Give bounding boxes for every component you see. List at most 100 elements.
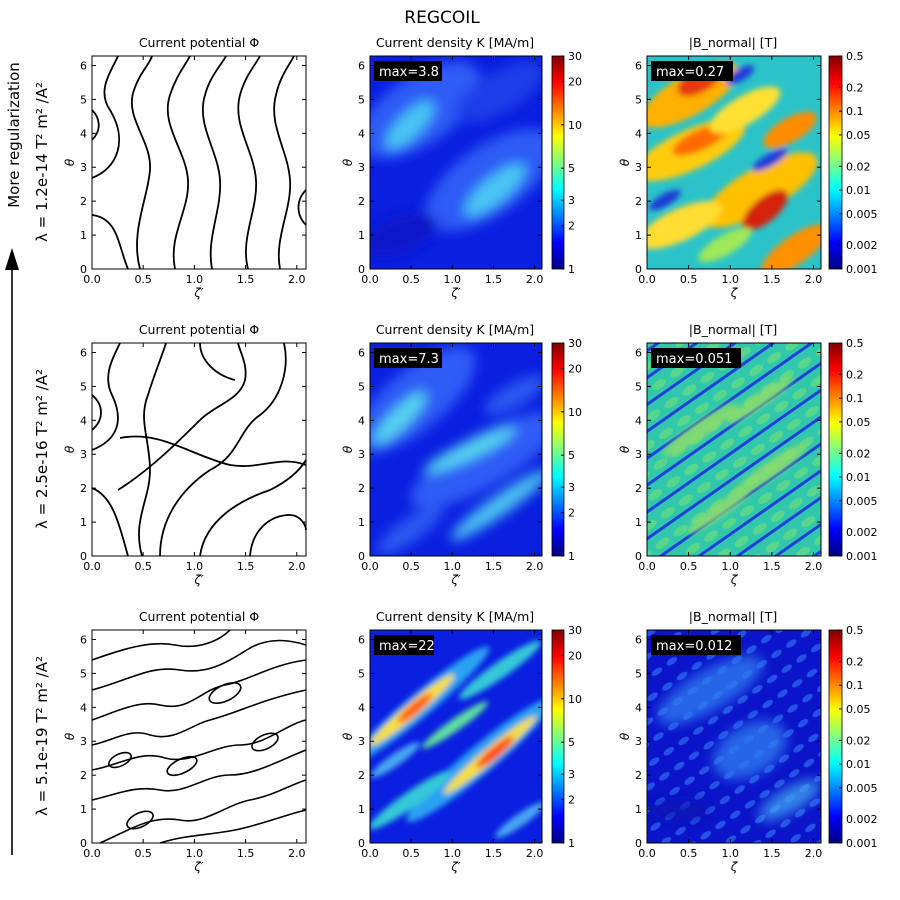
y-axis-label: θ — [618, 445, 632, 453]
y-tick-label: 4 — [358, 127, 365, 140]
x-tick-label: 1.0 — [186, 560, 204, 573]
colorbar-tick-label: 0.5 — [846, 50, 864, 63]
x-tick-label: 1.0 — [722, 560, 740, 573]
max-label: max=7.3 — [379, 352, 439, 367]
y-tick-label: 6 — [80, 59, 87, 72]
row-lambda-label: λ = 5.1e-19 T² m² /A² — [33, 656, 51, 816]
y-tick-label: 2 — [80, 769, 87, 782]
colorbar-tick-label: 0.01 — [846, 471, 871, 484]
panel-title: Current density K [MA/m] — [376, 609, 534, 624]
y-tick-label: 0 — [80, 263, 87, 276]
colorbar-tick-label: 0.2 — [846, 655, 864, 668]
x-tick-label: 2.0 — [805, 560, 823, 573]
y-tick-label: 3 — [80, 735, 87, 748]
y-tick-label: 5 — [358, 667, 365, 680]
y-tick-label: 5 — [358, 93, 365, 106]
max-badge — [651, 348, 741, 368]
y-tick-label: 5 — [80, 667, 87, 680]
x-tick-label: 0.5 — [680, 847, 698, 860]
colorbar-tick-label: 10 — [568, 119, 582, 132]
max-label: max=0.051 — [656, 352, 732, 367]
colorbar-b — [828, 55, 843, 844]
y-tick-label: 6 — [358, 346, 365, 359]
y-tick-label: 3 — [358, 735, 365, 748]
x-tick-label: 1.5 — [485, 273, 503, 286]
panel-title: Current potential Φ — [139, 35, 259, 50]
colorbar-tick-label: 0.05 — [846, 129, 871, 142]
bnormal-heatmap — [647, 343, 821, 556]
x-tick-label: 1.0 — [186, 273, 204, 286]
y-tick-label: 1 — [358, 229, 365, 242]
x-tick-label: 1.0 — [722, 847, 740, 860]
colorbar-tick-label: 10 — [568, 406, 582, 419]
x-axis-label: ζ — [730, 860, 739, 874]
y-tick-label: 1 — [635, 516, 642, 529]
x-tick-label: 1.5 — [237, 847, 255, 860]
max-badge — [374, 348, 442, 368]
y-tick-label: 5 — [635, 380, 642, 393]
colorbar-tick-label: 0.05 — [846, 416, 871, 429]
max-label: max=0.27 — [656, 65, 724, 80]
y-tick-label: 4 — [80, 414, 87, 427]
x-tick-label: 0.5 — [402, 847, 420, 860]
x-tick-label: 1.0 — [444, 560, 462, 573]
y-tick-label: 1 — [358, 803, 365, 816]
max-label: max=22 — [379, 639, 435, 654]
colorbar-tick-label: 0.02 — [846, 734, 871, 747]
y-tick-label: 1 — [635, 803, 642, 816]
y-tick-label: 0 — [80, 550, 87, 563]
x-tick-label: 0.5 — [402, 273, 420, 286]
x-tick-label: 2.0 — [288, 560, 306, 573]
y-axis-label: θ — [618, 732, 632, 740]
x-tick-label: 2.0 — [805, 273, 823, 286]
x-axis-label: ζ′ — [193, 860, 204, 874]
y-tick-label: 1 — [358, 516, 365, 529]
x-tick-label: 1.5 — [237, 560, 255, 573]
y-tick-label: 6 — [635, 59, 642, 72]
y-tick-label: 5 — [80, 380, 87, 393]
colorbar-tick-label: 0.1 — [846, 679, 864, 692]
colorbar-tick-label: 0.1 — [846, 105, 864, 118]
x-axis-label: ζ′ — [450, 286, 461, 300]
colorbar-tick-label: 0.005 — [846, 208, 878, 221]
x-tick-label: 0.5 — [134, 560, 152, 573]
y-tick-label: 1 — [80, 516, 87, 529]
max-label: max=0.012 — [656, 639, 732, 654]
colorbar-tick-label: 1 — [568, 837, 575, 850]
y-tick-label: 5 — [635, 667, 642, 680]
current-density-heatmap — [370, 56, 542, 269]
max-badge — [651, 635, 741, 655]
x-tick-label: 0.0 — [638, 560, 656, 573]
y-tick-label: 2 — [358, 195, 365, 208]
y-tick-label: 3 — [358, 448, 365, 461]
y-tick-label: 3 — [635, 735, 642, 748]
y-tick-label: 4 — [358, 701, 365, 714]
y-tick-label: 3 — [358, 161, 365, 174]
y-tick-label: 0 — [80, 837, 87, 850]
colorbar-tick-label: 5 — [568, 449, 575, 462]
y-tick-label: 4 — [635, 701, 642, 714]
colorbar-tick-label: 0.5 — [846, 624, 864, 637]
colorbar-tick-label: 30 — [568, 50, 582, 63]
panel-title: |B_normal| [T] — [689, 609, 777, 624]
y-tick-label: 2 — [635, 482, 642, 495]
current-density-heatmap — [370, 630, 542, 843]
colorbar-tick-label: 0.005 — [846, 495, 878, 508]
colorbar-tick-label: 3 — [568, 481, 575, 494]
y-tick-label: 5 — [358, 380, 365, 393]
colorbar-tick-label: 0.05 — [846, 703, 871, 716]
x-tick-label: 1.0 — [444, 273, 462, 286]
max-badge — [374, 61, 442, 81]
y-tick-label: 4 — [635, 127, 642, 140]
colorbar-tick-label: 0.002 — [846, 239, 878, 252]
x-tick-label: 1.0 — [722, 273, 740, 286]
y-tick-label: 5 — [80, 93, 87, 106]
y-tick-label: 4 — [635, 414, 642, 427]
x-tick-label: 1.5 — [763, 560, 781, 573]
bnormal-heatmap — [647, 630, 821, 843]
x-tick-label: 2.0 — [805, 847, 823, 860]
y-tick-label: 2 — [635, 769, 642, 782]
x-tick-label: 0.0 — [83, 273, 101, 286]
x-axis-label: ζ′ — [193, 286, 204, 300]
